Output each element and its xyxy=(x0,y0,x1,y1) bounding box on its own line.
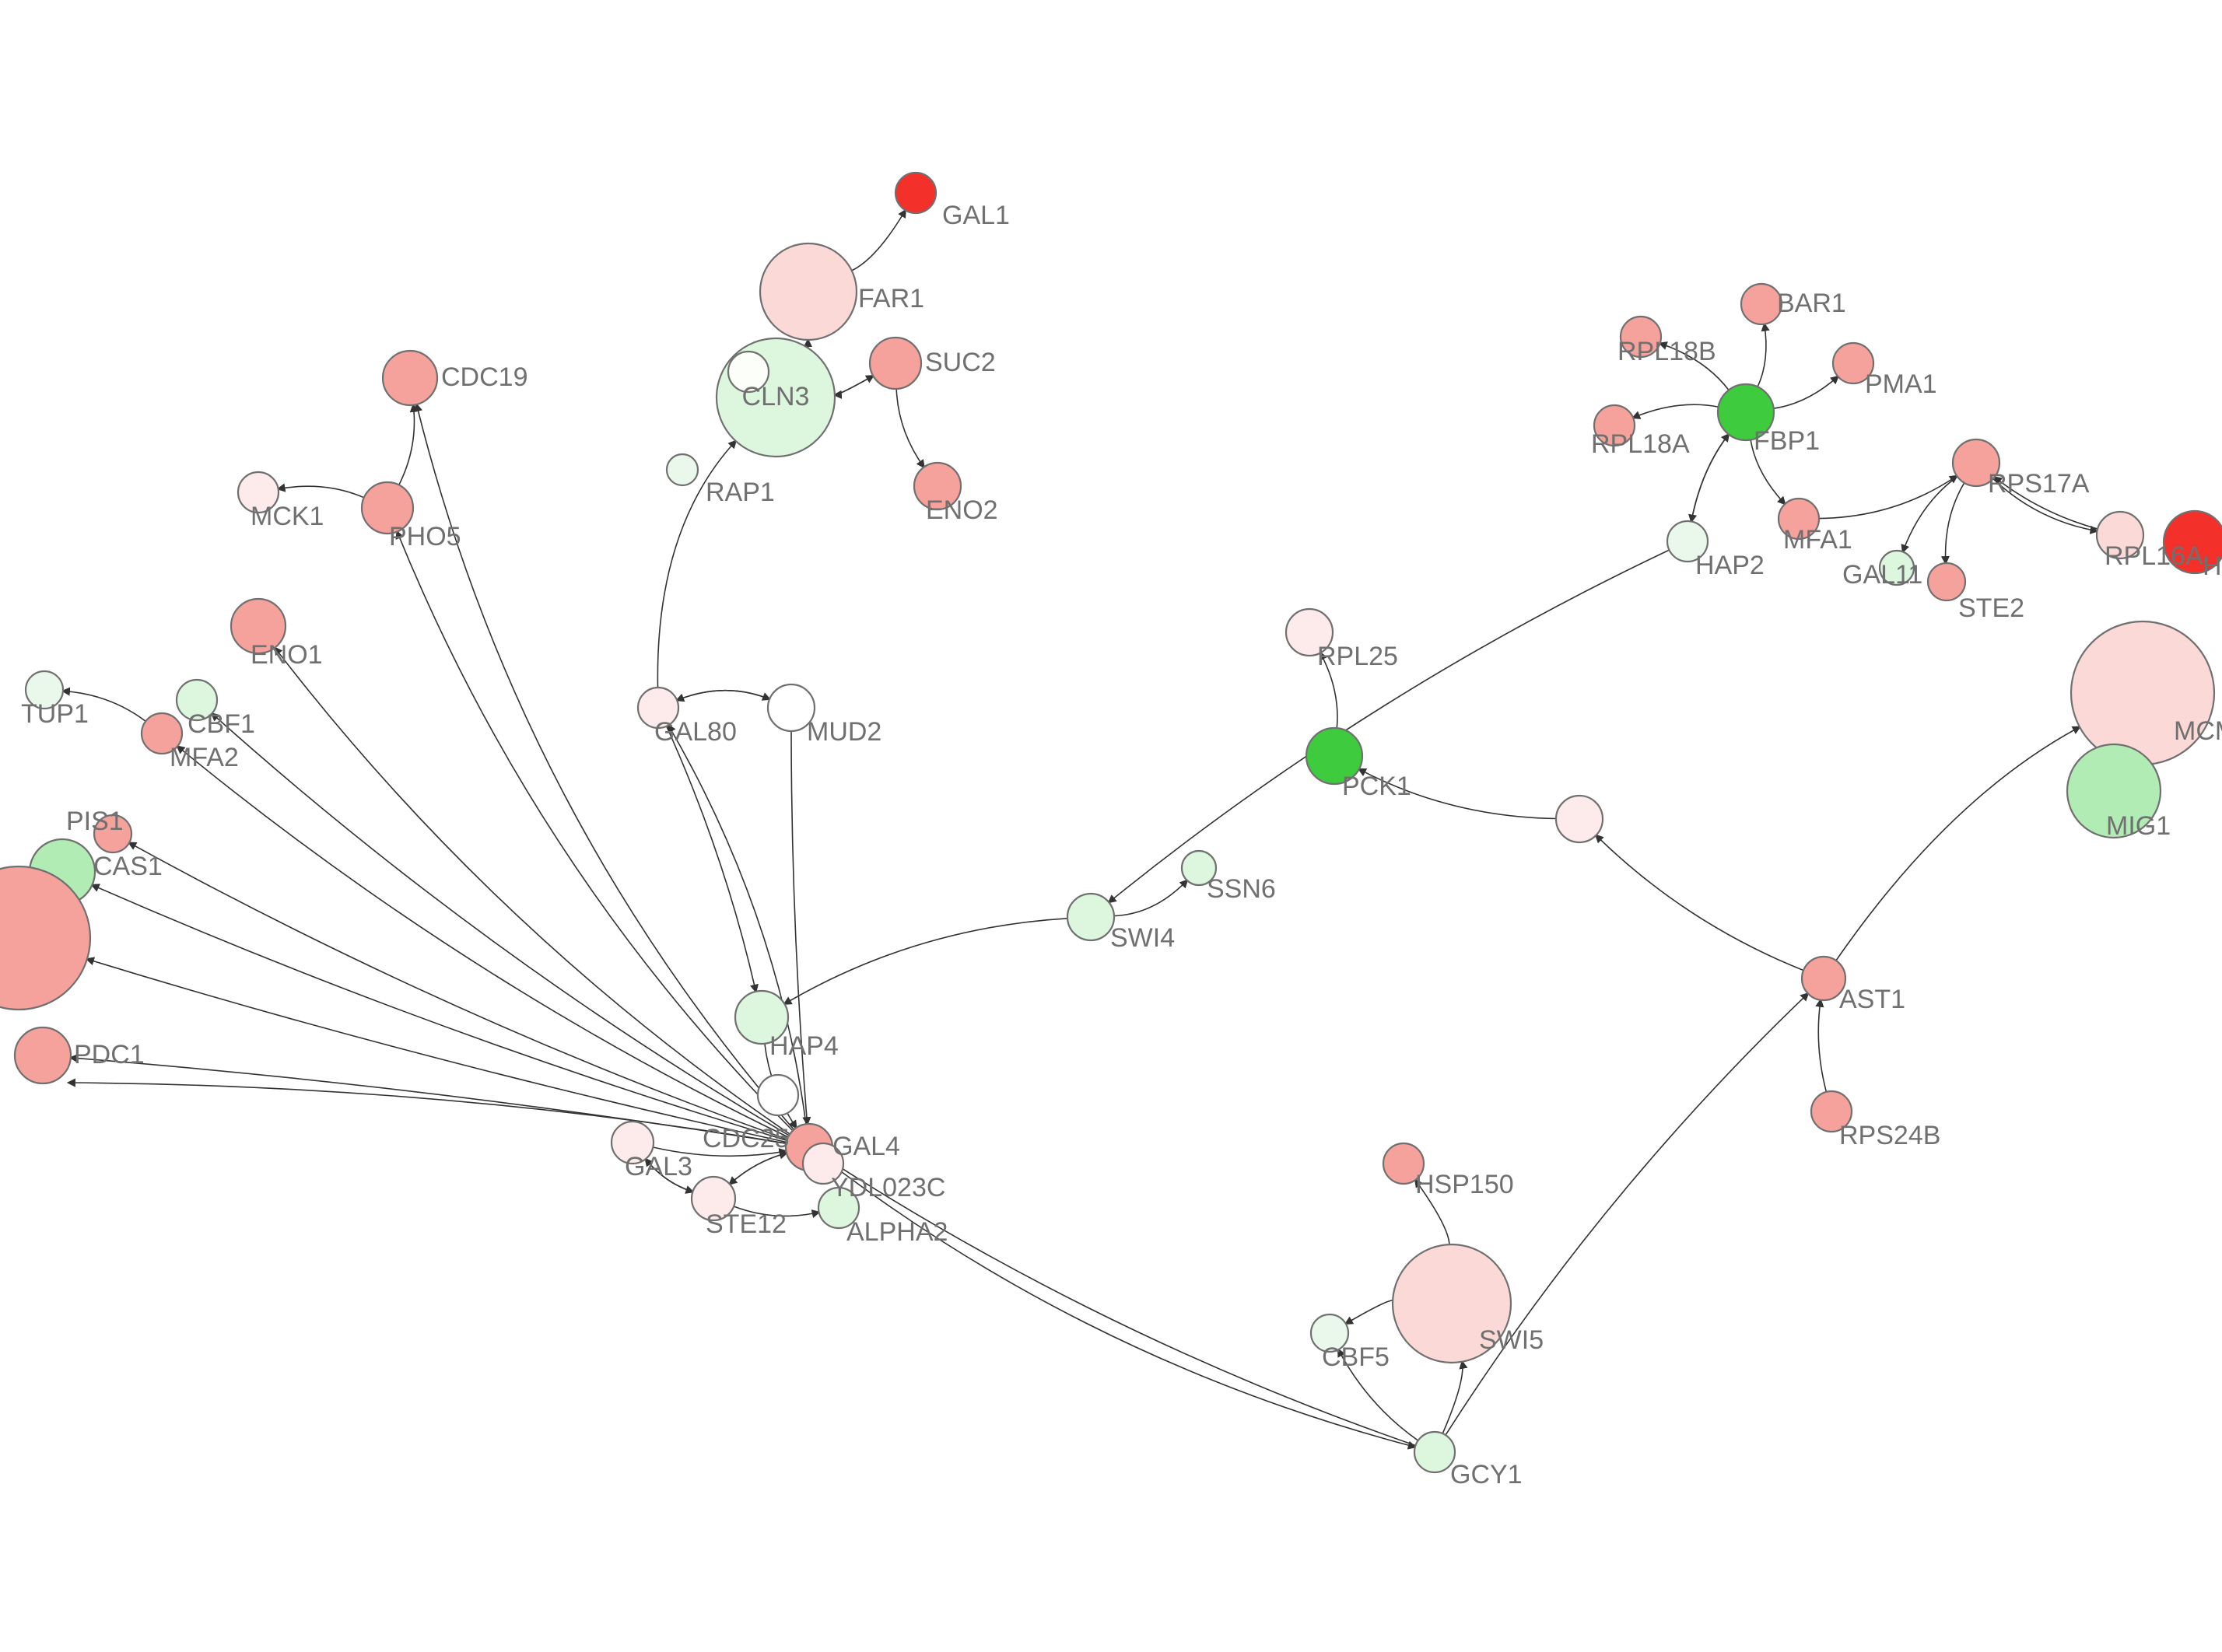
svg-text:PHO5: PHO5 xyxy=(389,522,461,551)
svg-text:CBF1: CBF1 xyxy=(188,709,255,739)
svg-text:GAL80: GAL80 xyxy=(654,717,737,747)
svg-text:MUD2: MUD2 xyxy=(807,717,881,747)
svg-text:HSP150: HSP150 xyxy=(1415,1170,1514,1199)
svg-text:MCM1: MCM1 xyxy=(2174,716,2222,746)
svg-text:ALPHA2: ALPHA2 xyxy=(846,1217,948,1247)
svg-text:FAR1: FAR1 xyxy=(858,284,924,313)
svg-text:MFA1: MFA1 xyxy=(1783,525,1852,555)
svg-text:PIS1: PIS1 xyxy=(66,807,124,836)
svg-text:HAP4: HAP4 xyxy=(769,1031,839,1061)
svg-text:BAR1: BAR1 xyxy=(1777,289,1846,318)
svg-text:STE12: STE12 xyxy=(706,1209,787,1239)
svg-text:HAP2: HAP2 xyxy=(1695,551,1765,580)
svg-text:CBF5: CBF5 xyxy=(1322,1342,1390,1372)
svg-text:RPL16A: RPL16A xyxy=(2105,541,2203,571)
svg-text:FBP1: FBP1 xyxy=(1754,426,1820,456)
svg-text:RPL25: RPL25 xyxy=(1317,642,1398,671)
svg-text:CDC25: CDC25 xyxy=(703,1124,789,1153)
svg-text:STE2: STE2 xyxy=(1958,593,2024,623)
svg-text:RAP1: RAP1 xyxy=(706,478,775,507)
svg-text:PCK1: PCK1 xyxy=(1342,772,1411,801)
svg-text:MIG1: MIG1 xyxy=(2106,811,2171,841)
svg-text:ENO2: ENO2 xyxy=(926,495,998,525)
svg-text:SWI4: SWI4 xyxy=(1110,923,1175,953)
svg-text:SWI5: SWI5 xyxy=(1479,1325,1544,1355)
svg-text:MFA2: MFA2 xyxy=(170,743,239,772)
svg-text:GAL3: GAL3 xyxy=(625,1152,692,1181)
svg-text:RPL18A: RPL18A xyxy=(1591,429,1690,459)
svg-text:RPS24B: RPS24B xyxy=(1839,1121,1940,1150)
svg-text:GCY1: GCY1 xyxy=(1450,1460,1523,1489)
svg-text:ENO1: ENO1 xyxy=(251,640,323,670)
svg-text:SSN6: SSN6 xyxy=(1207,874,1276,904)
svg-text:CAS1: CAS1 xyxy=(93,852,163,881)
svg-text:MCK1: MCK1 xyxy=(251,502,324,531)
svg-text:GAL4: GAL4 xyxy=(832,1132,900,1161)
svg-text:GAL11: GAL11 xyxy=(1842,560,1922,590)
svg-text:PMA1: PMA1 xyxy=(1865,369,1937,399)
svg-text:CDC19: CDC19 xyxy=(441,362,527,392)
svg-text:PDC1: PDC1 xyxy=(74,1040,145,1069)
svg-text:YDL023C: YDL023C xyxy=(831,1173,945,1202)
svg-text:SUC2: SUC2 xyxy=(925,348,996,377)
svg-text:TUP1: TUP1 xyxy=(21,699,89,729)
svg-text:RPL18B: RPL18B xyxy=(1617,337,1716,366)
svg-text:GAL1: GAL1 xyxy=(942,201,1010,230)
svg-text:CLN3: CLN3 xyxy=(742,382,810,411)
svg-text:HIS4: HIS4 xyxy=(2203,551,2222,581)
svg-text:RPS17A: RPS17A xyxy=(1988,469,2090,499)
svg-text:AST1: AST1 xyxy=(1839,985,1905,1014)
